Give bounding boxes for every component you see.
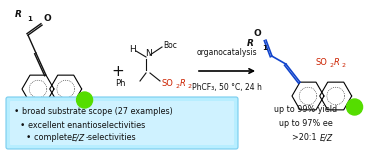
FancyBboxPatch shape [10,101,234,145]
Text: H: H [129,45,135,53]
Text: SO: SO [316,58,328,67]
Text: R: R [247,39,254,48]
Text: Boc: Boc [163,42,177,50]
Text: complete: complete [34,133,74,143]
Text: •: • [13,108,19,117]
Text: Ph: Ph [116,79,126,88]
Text: excellent enantioselectivities: excellent enantioselectivities [28,120,145,130]
Text: R: R [334,58,340,67]
Text: 2: 2 [176,84,180,88]
Text: up to 99% yield: up to 99% yield [274,106,338,114]
Text: 2: 2 [188,84,192,88]
Text: E/Z: E/Z [319,133,333,143]
FancyBboxPatch shape [6,97,238,149]
Text: 2: 2 [342,63,346,68]
Text: >20:1: >20:1 [293,133,319,143]
Circle shape [77,92,93,108]
Text: N: N [145,50,151,58]
Text: SO: SO [162,79,174,87]
Text: 2: 2 [330,63,334,68]
Text: up to 97% ee: up to 97% ee [279,119,333,129]
Text: +: + [112,64,124,79]
Text: 1: 1 [262,45,267,51]
Text: •: • [25,133,31,143]
Text: O: O [44,14,52,23]
Text: broad substrate scope (27 examples): broad substrate scope (27 examples) [22,108,173,117]
Text: O: O [253,29,261,38]
Text: 1: 1 [27,16,32,22]
Text: R: R [15,10,22,19]
Text: organocatalysis: organocatalysis [197,48,257,57]
Text: •: • [19,120,25,130]
Text: E/Z: E/Z [72,133,85,143]
Text: R: R [180,79,186,87]
Text: PhCF₃, 50 °C, 24 h: PhCF₃, 50 °C, 24 h [192,83,262,92]
Circle shape [347,99,363,115]
Text: -selectivities: -selectivities [86,133,136,143]
